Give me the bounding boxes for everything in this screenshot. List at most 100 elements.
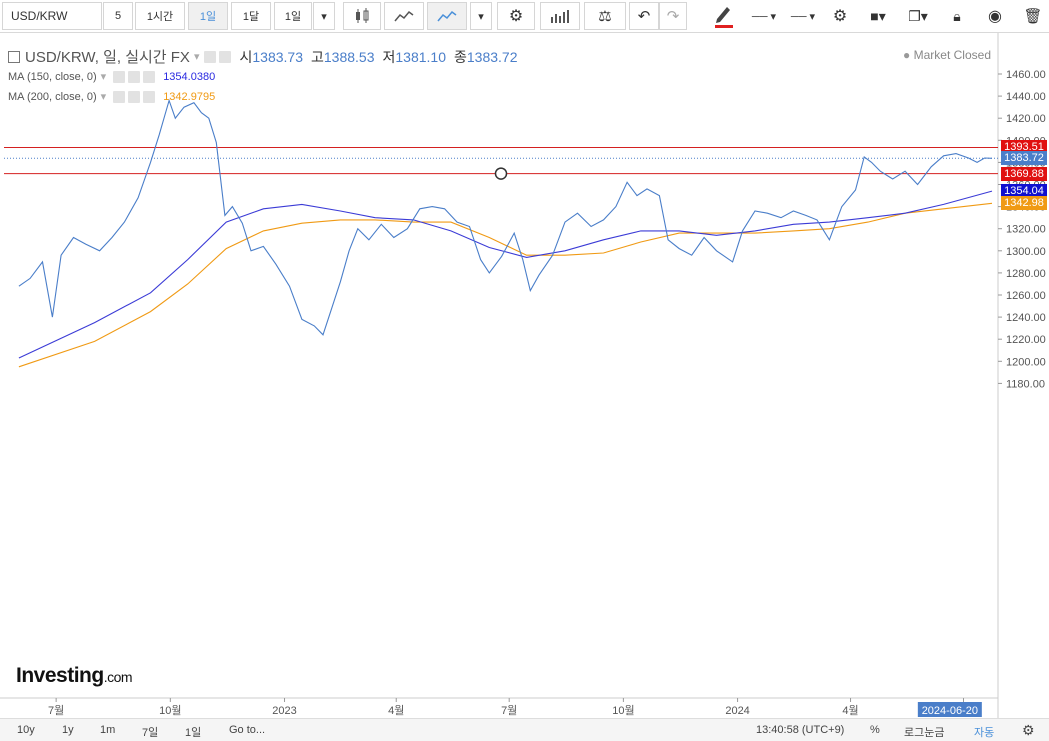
market-status: ● Market Closed bbox=[903, 48, 991, 62]
chevron-down-icon[interactable]: ▾ bbox=[100, 71, 107, 83]
high-label: 고 bbox=[310, 48, 324, 65]
pen-button[interactable] bbox=[703, 2, 743, 30]
line-width-icon: ── ▾ bbox=[790, 10, 816, 23]
redo-icon: ↷ bbox=[666, 8, 680, 25]
y-tick-label: 1320.00 bbox=[1006, 224, 1046, 236]
ma200-value: 1342.9795 bbox=[163, 90, 216, 103]
low-label: 저 bbox=[382, 48, 396, 65]
compare-button[interactable]: ⚖ bbox=[584, 2, 626, 30]
interval-1h-button[interactable]: 1시간 bbox=[135, 2, 185, 30]
gear-icon[interactable] bbox=[219, 50, 232, 63]
range-1m-button[interactable]: 1m bbox=[100, 724, 116, 736]
interval-1d-button[interactable]: 1일 bbox=[188, 2, 228, 30]
eye-icon[interactable] bbox=[113, 90, 126, 103]
copy-button[interactable]: ❐▾ bbox=[900, 2, 936, 30]
close-value: 1383.72 bbox=[466, 48, 518, 65]
fill-button[interactable]: ■▾ bbox=[860, 2, 896, 30]
chevron-down-icon: ▾ bbox=[321, 10, 327, 23]
close-icon[interactable] bbox=[143, 90, 156, 103]
line-chart-button[interactable] bbox=[384, 2, 424, 30]
price-tag-support: 1369.88 bbox=[1001, 166, 1047, 181]
interval-input[interactable]: 5 bbox=[103, 2, 133, 30]
scale-icon: ⚖ bbox=[598, 8, 612, 25]
ma150-value: 1354.0380 bbox=[163, 70, 216, 83]
ma200-label: MA (200, close, 0) bbox=[8, 90, 97, 103]
symbol-input[interactable]: USD/KRW bbox=[2, 2, 102, 30]
settings-button[interactable]: ⚙ bbox=[497, 2, 535, 30]
x-tick-label: 2024 bbox=[725, 705, 749, 717]
range-10y-button[interactable]: 10y bbox=[17, 724, 35, 736]
x-cursor-box bbox=[917, 702, 982, 717]
undo-button[interactable]: ↶ bbox=[629, 2, 659, 30]
y-tick-label: 1460.00 bbox=[1006, 69, 1046, 81]
redo-button[interactable]: ↷ bbox=[659, 2, 687, 30]
gear-icon[interactable]: ⚙ bbox=[1022, 722, 1035, 738]
gear-icon[interactable] bbox=[128, 70, 141, 83]
gear-icon: ⚙ bbox=[508, 8, 524, 25]
candlestick-icon bbox=[356, 8, 369, 23]
line-handle bbox=[494, 167, 508, 180]
eye-icon[interactable] bbox=[204, 50, 217, 63]
ma150-label: MA (150, close, 0) bbox=[8, 70, 97, 83]
top-toolbar: USD/KRW 5 1시간 1일 1달 1일 ▾ ▾ ⚙ ⚖ ↶ ↷ ── ▾ … bbox=[0, 0, 1049, 33]
range-1d-button[interactable]: 1일 bbox=[185, 727, 202, 739]
legend-ma150-row: MA (150, close, 0) ▾ 1354.0380 bbox=[8, 70, 215, 83]
price-chart[interactable]: 1460.001440.001420.001400.001380.001360.… bbox=[0, 33, 1049, 718]
price-tag-resistance: 1393.51 bbox=[1001, 140, 1047, 155]
price-tag-ma150: 1354.04 bbox=[1001, 184, 1047, 199]
auto-scale-toggle[interactable]: 자동 bbox=[974, 727, 995, 739]
y-tick-label: 1240.00 bbox=[1006, 312, 1046, 324]
trash-icon: 🗑︎ bbox=[1023, 8, 1043, 25]
square-icon: ■▾ bbox=[870, 7, 886, 24]
visibility-button[interactable]: ◉ bbox=[980, 2, 1010, 30]
y-tick-label: 1180.00 bbox=[1006, 378, 1045, 390]
investing-logo: Investing.com bbox=[16, 664, 133, 687]
y-tick-label: 1220.00 bbox=[1006, 334, 1046, 346]
log-scale-toggle[interactable]: 로그눈금 bbox=[904, 727, 945, 739]
y-tick-label: 1300.00 bbox=[1006, 246, 1046, 258]
open-value: 1383.73 bbox=[252, 48, 303, 65]
drawing-settings-button[interactable]: ⚙ bbox=[825, 2, 855, 30]
percent-toggle[interactable]: % bbox=[870, 724, 880, 736]
area-chart-icon bbox=[437, 10, 457, 22]
eye-icon[interactable] bbox=[113, 70, 126, 83]
lock-button[interactable]: 🔒︎ bbox=[942, 2, 972, 30]
y-tick-label: 1420.00 bbox=[1006, 113, 1046, 125]
collapse-icon[interactable] bbox=[8, 50, 20, 63]
y-tick-label: 1440.00 bbox=[1006, 91, 1046, 103]
y-tick-label: 1280.00 bbox=[1006, 268, 1046, 280]
market-status-label: Market Closed bbox=[913, 48, 991, 62]
candlestick-button[interactable] bbox=[343, 2, 381, 30]
bottom-bar: 10y 1y 1m 7일 1일 Go to... 13:40:58 (UTC+9… bbox=[0, 718, 1049, 741]
chevron-down-icon[interactable]: ▾ bbox=[100, 91, 107, 103]
gear-icon[interactable] bbox=[128, 90, 141, 103]
interval-dropdown[interactable]: ▾ bbox=[313, 2, 335, 30]
range-7d-button[interactable]: 7일 bbox=[142, 727, 159, 739]
undo-icon: ↶ bbox=[637, 8, 651, 25]
chart-type-dropdown[interactable]: ▾ bbox=[470, 2, 492, 30]
series-line-2 bbox=[18, 202, 993, 368]
price-tag-ma200: 1342.98 bbox=[1001, 196, 1047, 211]
interval-1mo-button[interactable]: 1달 bbox=[231, 2, 271, 30]
line-width-dropdown[interactable]: ── ▾ bbox=[784, 2, 822, 30]
range-1y-button[interactable]: 1y bbox=[62, 724, 74, 736]
line-style-dropdown[interactable]: ── ▾ bbox=[745, 2, 783, 30]
high-value: 1388.53 bbox=[323, 48, 375, 65]
y-tick-label: 1260.00 bbox=[1006, 290, 1046, 302]
close-icon[interactable] bbox=[143, 70, 156, 83]
x-tick-label: 7월 bbox=[48, 704, 64, 717]
delete-button[interactable]: 🗑︎ bbox=[1018, 2, 1048, 30]
status-dot-icon: ● bbox=[903, 48, 911, 62]
line-style-icon: ── ▾ bbox=[751, 10, 777, 23]
goto-button[interactable]: Go to... bbox=[229, 724, 266, 736]
open-label: 시 bbox=[239, 48, 253, 65]
series-line-1 bbox=[18, 190, 993, 359]
interval-custom-button[interactable]: 1일 bbox=[274, 2, 312, 30]
lock-icon: 🔒︎ bbox=[953, 7, 961, 24]
x-tick-label: 4월 bbox=[388, 704, 404, 717]
copy-icon: ❐▾ bbox=[908, 7, 928, 24]
series-line-0 bbox=[18, 98, 993, 336]
indicators-button[interactable] bbox=[540, 2, 580, 30]
chevron-down-icon[interactable]: ▾ bbox=[193, 51, 200, 63]
area-chart-button[interactable] bbox=[427, 2, 467, 30]
